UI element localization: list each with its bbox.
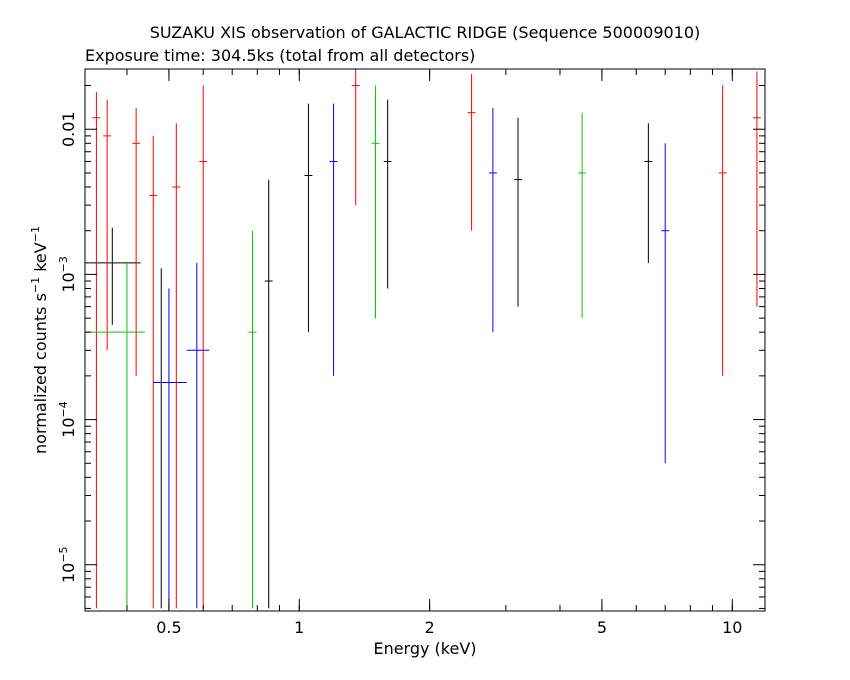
y-axis-label-base: normalized counts s [31, 293, 50, 454]
y-tick-label-0: 10−5 [57, 546, 78, 583]
y-axis-label-mid: keV [31, 242, 50, 277]
plot-frame [84, 68, 766, 612]
tick-layer: 0.5 1 2 5 10 10−5 10−4 10−3 0.01 [57, 69, 765, 637]
chart-subtitle: Exposure time: 304.5ks (total from all d… [85, 46, 475, 65]
x-tick-label-3: 5 [597, 618, 607, 637]
chart-title: SUZAKU XIS observation of GALACTIC RIDGE… [150, 23, 701, 42]
y-axis-label-sup1: −1 [29, 277, 42, 293]
series-0 [85, 99, 653, 609]
x-tick-label-4: 10 [722, 618, 742, 637]
data-layer [85, 69, 761, 609]
y-tick-label-2: 10−3 [57, 256, 78, 293]
x-axis-label: Energy (keV) [373, 639, 476, 658]
series-3 [153, 103, 670, 609]
x-tick-label-2: 2 [425, 618, 435, 637]
y-tick-label-1: 10−4 [57, 401, 78, 438]
y-axis-label-sup2: −1 [29, 226, 42, 242]
y-axis-label: normalized counts s−1 keV−1 [29, 226, 50, 454]
x-tick-label-1: 1 [294, 618, 304, 637]
x-tick-label-0: 0.5 [156, 618, 181, 637]
series-2 [85, 85, 587, 609]
series-1 [92, 69, 761, 609]
y-tick-label-3: 0.01 [59, 111, 78, 147]
